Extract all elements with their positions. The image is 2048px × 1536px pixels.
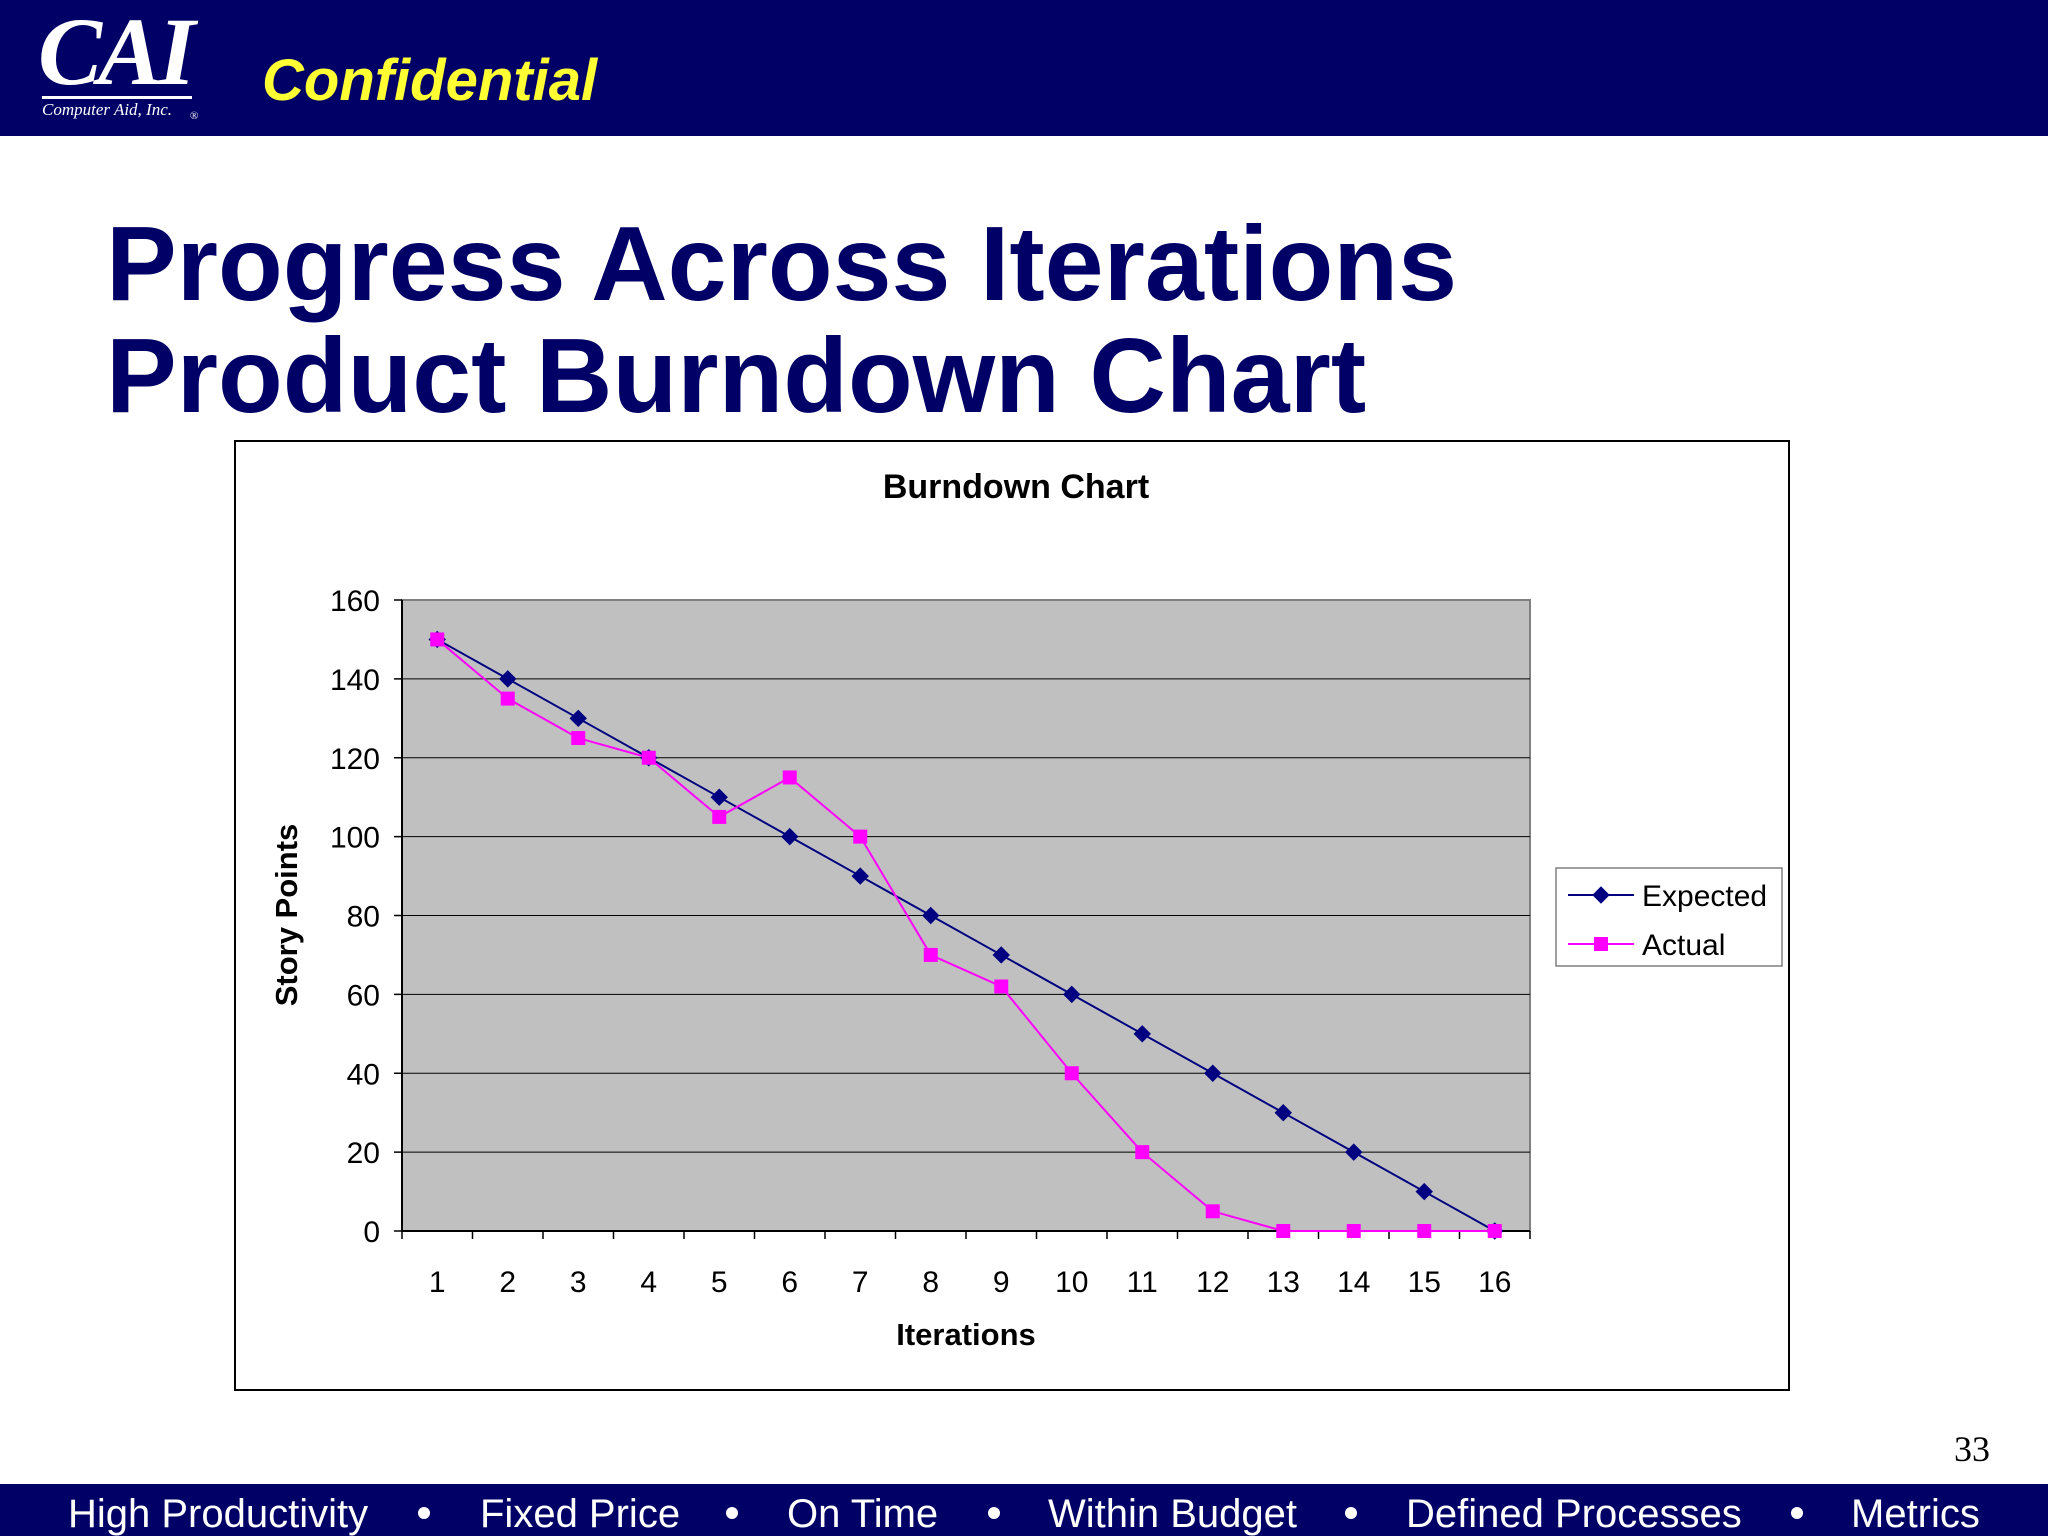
x-tick-label: 12 — [1196, 1266, 1229, 1299]
logo-registered-mark: ® — [190, 110, 199, 122]
cai-logo: CAI Computer Aid, Inc. ® — [38, 4, 208, 128]
data-point — [1274, 1103, 1292, 1122]
data-point — [499, 670, 517, 688]
y-tick-label: 60 — [347, 979, 380, 1012]
footer-bullet — [1345, 1507, 1357, 1519]
footer-item: Within Budget — [1048, 1492, 1298, 1536]
y-tick-label: 100 — [330, 822, 380, 855]
series-actual — [430, 632, 1502, 1238]
legend: Expected Actual — [1555, 867, 1783, 967]
x-tick-label: 9 — [993, 1266, 1010, 1299]
data-point — [569, 709, 587, 728]
legend-label: Actual — [1642, 929, 1725, 962]
data-point — [1063, 985, 1081, 1004]
x-tick-label: 8 — [922, 1266, 939, 1299]
footer-item: Fixed Price — [480, 1492, 681, 1536]
x-tick-label: 7 — [852, 1266, 869, 1299]
data-point — [641, 750, 656, 765]
chart-title: Burndown Chart — [883, 468, 1149, 506]
legend-marker — [1592, 886, 1610, 904]
slide-title-line-2: Product Burndown Chart — [106, 317, 1367, 435]
x-tick-label: 2 — [499, 1266, 516, 1299]
y-tick-label: 120 — [330, 743, 380, 776]
x-tick-label: 16 — [1478, 1266, 1511, 1299]
page-number: 33 — [1954, 1429, 1990, 1469]
data-point — [710, 788, 728, 806]
data-point — [1276, 1224, 1291, 1238]
data-point — [1135, 1145, 1150, 1160]
chart-frame: Burndown Chart 0 20 40 60 80 100 120 140 160 1 2 3 4 5… — [234, 440, 1790, 1391]
y-tick-label: 40 — [347, 1058, 380, 1091]
footer-bullet — [726, 1507, 738, 1519]
footer-item: On Time — [787, 1492, 939, 1536]
confidential-label: Confidential — [262, 48, 598, 113]
data-point — [853, 829, 868, 844]
data-point — [1064, 1066, 1079, 1081]
x-tick-label: 11 — [1127, 1266, 1158, 1299]
data-point — [851, 867, 869, 885]
slide-title: Progress Across Iterations Product Burnd… — [106, 208, 1457, 432]
footer-item: Defined Processes — [1406, 1492, 1742, 1536]
x-tick-label: 10 — [1055, 1266, 1088, 1299]
data-point — [782, 770, 797, 785]
legend-marker — [1594, 937, 1608, 951]
data-point — [571, 731, 586, 746]
footer-bullet — [418, 1507, 430, 1519]
x-tick-label: 14 — [1337, 1266, 1370, 1299]
data-point — [923, 947, 938, 962]
logo-mark: CAI — [38, 0, 195, 105]
y-tick-label: 160 — [330, 585, 380, 618]
x-tick-label: 1 — [429, 1266, 446, 1299]
slide-title-line-1: Progress Across Iterations — [106, 205, 1458, 323]
series-line — [436, 638, 1495, 1232]
x-tick-label: 4 — [640, 1266, 657, 1299]
y-tick-label: 80 — [347, 901, 380, 934]
data-point — [1415, 1182, 1433, 1201]
footer-item: Metrics — [1851, 1492, 1980, 1536]
data-point — [1204, 1064, 1222, 1082]
x-tick-label: 15 — [1408, 1266, 1441, 1299]
logo-subtext: Computer Aid, Inc. — [42, 100, 173, 119]
legend-box — [1555, 867, 1783, 967]
y-tick-label: 0 — [363, 1216, 380, 1249]
footer-bar: High Productivity Fixed Price On Time Withi… — [0, 1484, 2048, 1536]
legend-label: Expected — [1642, 880, 1767, 913]
logo-underline — [42, 96, 192, 99]
data-point — [1205, 1204, 1220, 1219]
y-axis-label: Story Points — [269, 824, 304, 1007]
x-tick-label: 5 — [711, 1266, 728, 1299]
data-point — [922, 906, 940, 925]
footer-item: High Productivity — [68, 1492, 369, 1536]
data-point — [994, 979, 1009, 994]
data-point — [781, 827, 799, 846]
data-point — [1133, 1025, 1151, 1043]
x-axis-label: Iterations — [896, 1317, 1036, 1352]
data-point — [500, 691, 515, 706]
y-tick-label: 20 — [347, 1137, 380, 1170]
footer-bullet — [988, 1507, 1000, 1519]
data-point — [1346, 1224, 1361, 1238]
x-tick-label: 13 — [1267, 1266, 1300, 1299]
data-point — [1487, 1224, 1502, 1238]
header-bar: CAI Computer Aid, Inc. ® Confidential — [0, 0, 2048, 136]
x-tick-label: 3 — [570, 1266, 587, 1299]
data-point — [1417, 1224, 1432, 1238]
data-point — [430, 632, 445, 647]
data-point — [992, 946, 1010, 964]
footer-bullet — [1791, 1507, 1803, 1519]
data-point — [712, 809, 727, 824]
data-point — [1345, 1143, 1363, 1161]
series-line — [436, 638, 1496, 1232]
x-tick-label: 6 — [781, 1266, 798, 1299]
y-tick-label: 140 — [330, 664, 380, 697]
